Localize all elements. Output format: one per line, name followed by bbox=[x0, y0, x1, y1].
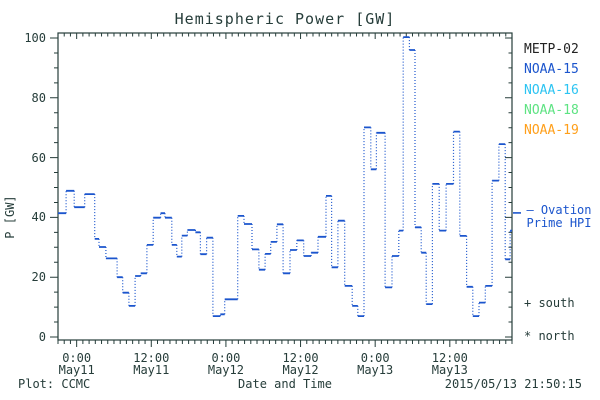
legend-item-noaa-18: NOAA-18 bbox=[524, 102, 579, 118]
x-tick-date: May11 bbox=[133, 363, 170, 377]
south-marker-label: + south bbox=[524, 296, 575, 310]
hpi-step-line bbox=[58, 36, 512, 317]
x-axis-title: Date and Time bbox=[238, 377, 332, 391]
ovation-label-line2: Prime HPI bbox=[526, 216, 592, 230]
x-tick-label-May11-0:00: 0:00 May11 bbox=[42, 352, 112, 376]
x-tick-time: 12:00 bbox=[133, 351, 170, 365]
hpi-step-connectors bbox=[65, 37, 511, 317]
y-tick-label-40: 40 bbox=[31, 210, 46, 225]
axis-ticks bbox=[50, 33, 513, 347]
chart-title: Hemispheric Power [GW] bbox=[174, 10, 396, 28]
x-tick-date: May13 bbox=[357, 363, 394, 377]
x-tick-time: 0:00 bbox=[360, 351, 390, 365]
x-tick-label-May13-12:00: 12:00 May13 bbox=[415, 352, 485, 376]
y-tick-label-80: 80 bbox=[31, 90, 46, 105]
x-tick-label-May12-12:00: 12:00 May12 bbox=[266, 352, 336, 376]
x-tick-label-May11-12:00: 12:00 May11 bbox=[116, 352, 186, 376]
x-tick-time: 0:00 bbox=[211, 351, 241, 365]
y-tick-label-100: 100 bbox=[24, 31, 46, 45]
north-marker-label: * north bbox=[524, 329, 575, 343]
plot-frame bbox=[57, 32, 513, 341]
ovation-label-line1: — Ovation bbox=[526, 203, 592, 217]
legend-item-noaa-15: NOAA-15 bbox=[524, 62, 579, 78]
plot-timestamp: 2015/05/13 21:50:15 bbox=[444, 377, 582, 391]
legend-item-noaa-19: NOAA-19 bbox=[524, 123, 579, 139]
ovation-prime-hpi-label: — Ovation Prime HPI bbox=[521, 204, 597, 230]
x-tick-date: May12 bbox=[207, 363, 244, 377]
x-tick-time: 12:00 bbox=[282, 351, 319, 365]
x-tick-date: May11 bbox=[58, 363, 95, 377]
x-tick-time: 12:00 bbox=[431, 351, 468, 365]
x-tick-label-May13-0:00: 0:00 May13 bbox=[340, 352, 410, 376]
x-tick-date: May12 bbox=[282, 363, 319, 377]
plot-source-label: Plot: CCMC bbox=[18, 377, 91, 391]
legend-item-noaa-16: NOAA-16 bbox=[524, 82, 579, 98]
legend-item-metp-02: METP-02 bbox=[524, 42, 579, 57]
y-tick-label-20: 20 bbox=[31, 270, 46, 285]
x-tick-label-May12-0:00: 0:00 May12 bbox=[191, 352, 261, 376]
x-tick-time: 0:00 bbox=[62, 351, 92, 365]
x-tick-date: May13 bbox=[431, 363, 468, 377]
y-tick-label-60: 60 bbox=[31, 150, 46, 165]
y-tick-label-0: 0 bbox=[38, 330, 46, 344]
